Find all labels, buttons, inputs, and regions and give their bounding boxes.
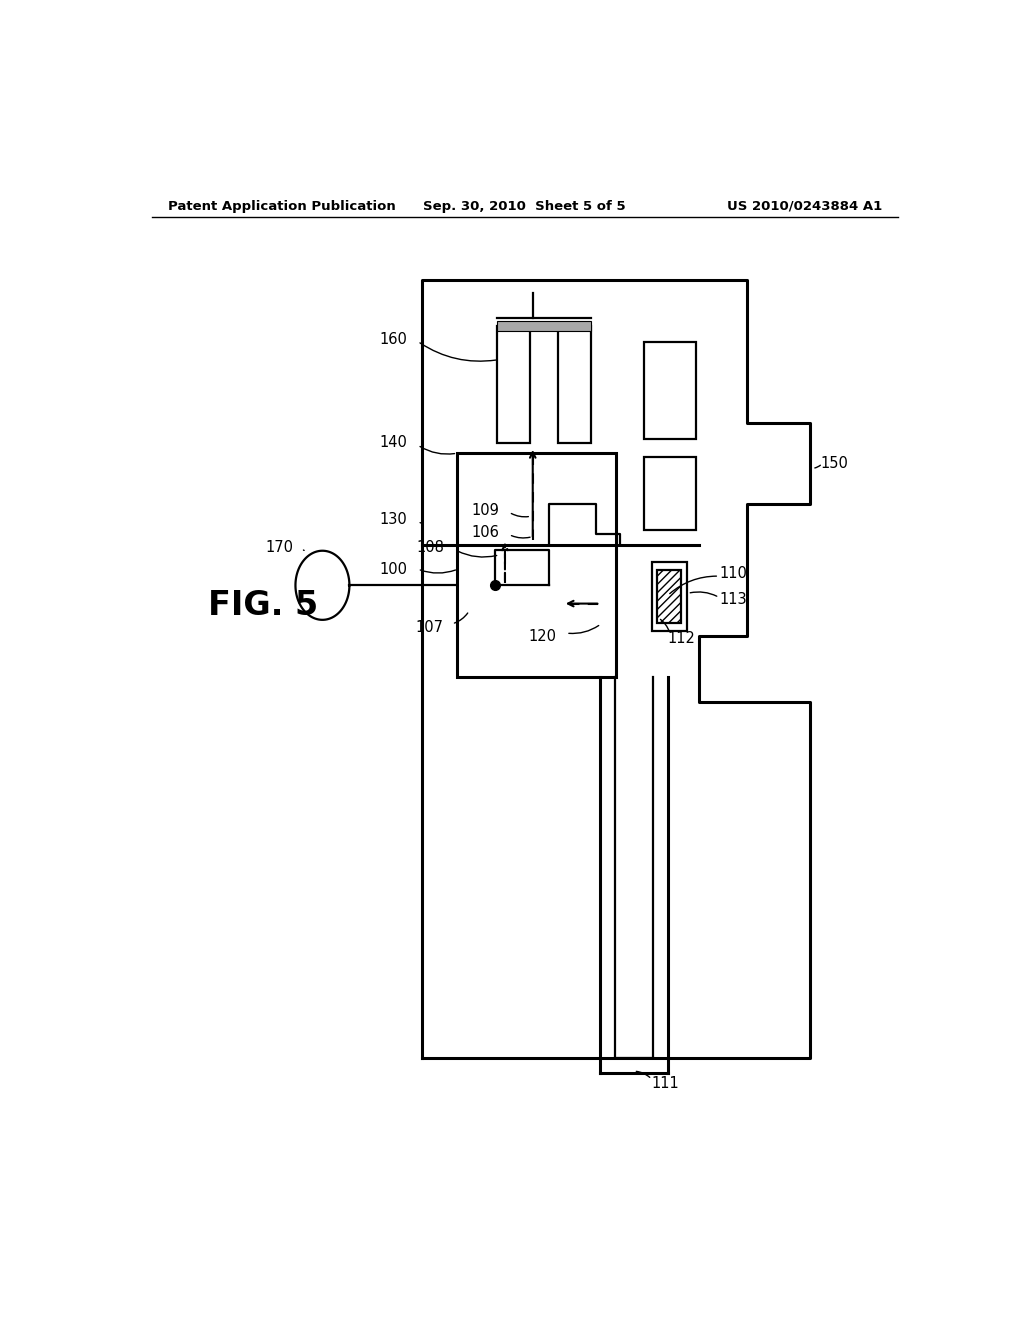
Text: 140: 140 (380, 436, 408, 450)
Text: 110: 110 (719, 565, 748, 581)
Text: 112: 112 (668, 631, 695, 645)
Bar (644, 342, 696, 440)
Text: 113: 113 (719, 591, 746, 607)
Text: Patent Application Publication: Patent Application Publication (168, 199, 395, 213)
Text: US 2010/0243884 A1: US 2010/0243884 A1 (727, 199, 882, 213)
Text: 170: 170 (265, 540, 293, 556)
Text: 130: 130 (380, 512, 408, 527)
Text: Sep. 30, 2010  Sheet 5 of 5: Sep. 30, 2010 Sheet 5 of 5 (424, 199, 626, 213)
Text: 108: 108 (416, 540, 443, 556)
Bar (652, 562, 687, 631)
Bar (644, 457, 696, 531)
Bar (497, 326, 530, 444)
Bar (657, 570, 681, 623)
Bar (497, 321, 592, 331)
Text: 120: 120 (528, 628, 557, 644)
Bar (558, 326, 592, 444)
Text: 111: 111 (652, 1076, 680, 1090)
Text: 109: 109 (471, 503, 500, 517)
Bar (458, 453, 616, 677)
Text: 106: 106 (471, 525, 500, 540)
Text: 150: 150 (820, 455, 848, 471)
Text: 100: 100 (379, 561, 408, 577)
Text: FIG. 5: FIG. 5 (208, 589, 318, 622)
Text: 107: 107 (416, 620, 443, 635)
Text: 160: 160 (380, 331, 408, 347)
